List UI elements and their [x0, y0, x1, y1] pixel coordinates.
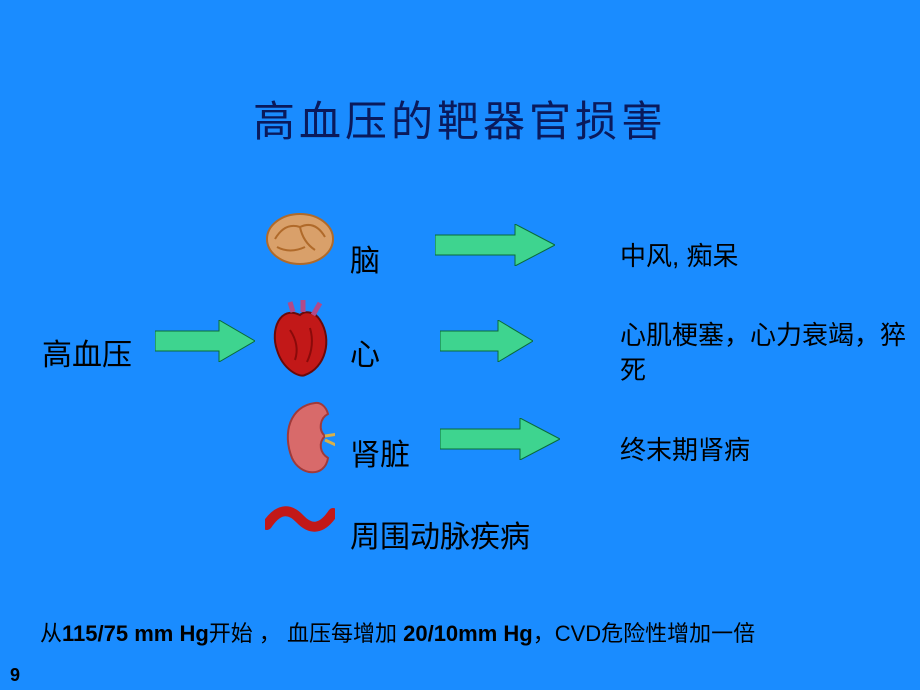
organ-vessel-label: 周围动脉疾病 [350, 512, 530, 556]
outcome-brain: 中风, 痴呆 [620, 236, 738, 273]
outcome-heart: 心肌梗塞，心力衰竭，猝死 [620, 318, 920, 388]
footer-part: 从 [40, 621, 62, 646]
arrow-kidney [440, 418, 560, 465]
kidney-icon [280, 398, 335, 483]
slide-title: 高血压的靶器官损害 [0, 88, 920, 149]
heart-icon [265, 300, 335, 385]
footer-part: 20/10mm Hg [403, 621, 533, 646]
arrow-main [155, 320, 255, 367]
vessel-icon [265, 505, 335, 538]
organ-brain-label: 脑 [350, 236, 380, 280]
source-label: 高血压 [42, 330, 132, 374]
outcome-kidney: 终末期肾病 [620, 430, 750, 467]
arrow-icon [435, 224, 555, 266]
arrow-icon [155, 320, 255, 362]
arrow-brain [435, 224, 555, 271]
brain-icon [265, 212, 335, 272]
arrow-icon [440, 418, 560, 460]
page-number: 9 [10, 665, 20, 686]
footer-part: 开始 ， 血压每增加 [209, 621, 403, 646]
footer-note: 从115/75 mm Hg开始 ， 血压每增加 20/10mm Hg，CVD危险… [40, 616, 755, 648]
arrow-icon [440, 320, 533, 362]
organ-heart-label: 心 [350, 330, 380, 374]
footer-part: ，CVD危险性增加一倍 [533, 621, 755, 646]
arrow-heart [440, 320, 533, 367]
organ-kidney-label: 肾脏 [350, 430, 410, 474]
footer-part: 115/75 mm Hg [62, 621, 209, 646]
